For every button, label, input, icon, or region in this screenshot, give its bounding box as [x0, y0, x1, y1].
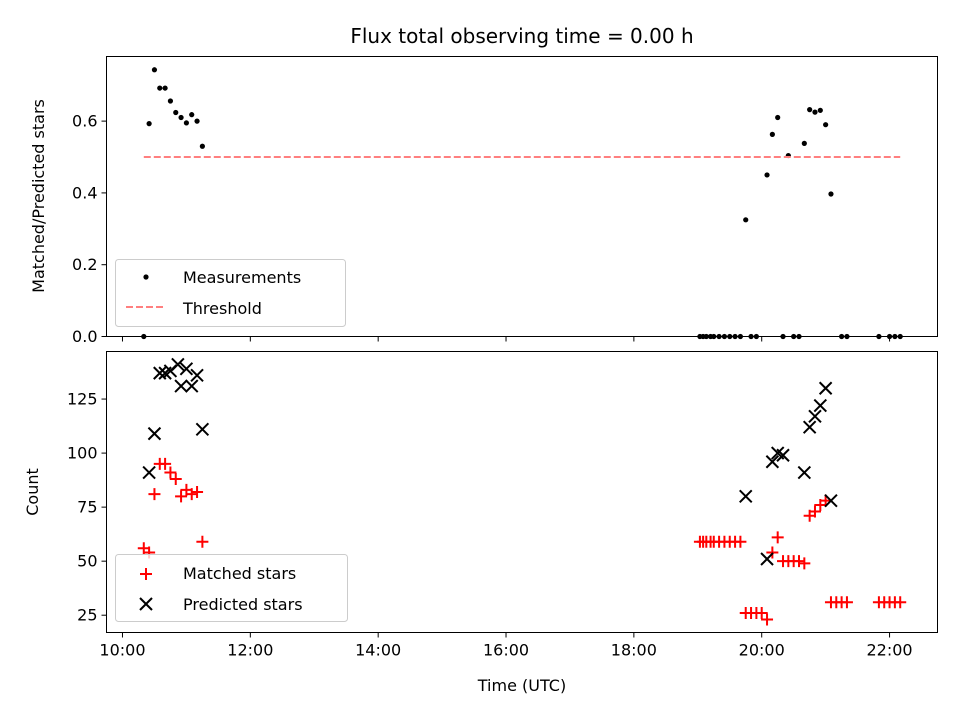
legend-marker-matched-stars: [140, 568, 152, 580]
measurements-point-22: [743, 217, 749, 223]
y-tick-label-2: 0.4: [72, 183, 97, 202]
legend-marker-measurements: [143, 274, 149, 280]
measurements-point-4: [162, 85, 168, 91]
x-tick-label-0: 10:00: [99, 641, 145, 660]
matched-stars-point-21: [734, 535, 747, 548]
matched-stars-point-35: [808, 505, 821, 518]
measurements-point-3: [157, 85, 163, 91]
measurements-point-2: [151, 67, 158, 73]
predicted-stars-point-13: [765, 455, 780, 469]
measurements-point-34: [812, 109, 818, 115]
ratio-panel-y-ticks: 0.0 0.2 0.4 0.6: [72, 112, 107, 346]
measurements-point-37: [828, 191, 834, 197]
measurements-point-35: [817, 107, 823, 113]
measurements-point-26: [769, 131, 775, 137]
measurements-point-7: [178, 114, 184, 121]
matched-stars-point-5: [164, 466, 177, 479]
predicted-stars-point-21: [824, 493, 838, 508]
predicted-stars-point-7: [179, 362, 194, 376]
count-panel-x-ticks: 10:00 12:00 14:00 16:00 18:00 20:00 22:00: [99, 632, 913, 660]
legend-label-predicted-stars: Predicted stars: [183, 595, 303, 614]
measurements-point-5: [167, 98, 174, 104]
predicted-stars-point-6: [174, 379, 188, 393]
matched-stars-point-11: [196, 535, 209, 548]
count-panel-frame: [106, 351, 938, 633]
y-tick-label-4: 125: [67, 390, 98, 409]
x-tick-label-2: 14:00: [355, 641, 401, 660]
matched-stars-point-41: [840, 596, 853, 609]
matched-stars-point-9: [185, 488, 198, 501]
predicted-stars-point-9: [190, 368, 204, 382]
measurements-point-10: [194, 118, 200, 124]
matched-stars-point-6: [169, 473, 182, 486]
measurements-point-25: [764, 172, 770, 178]
y-tick-label-2: 75: [77, 498, 97, 517]
measurements-point-6: [173, 109, 179, 116]
ratio-panel-y-label: Matched/Predicted stars: [29, 99, 48, 293]
predicted-stars-point-19: [813, 398, 828, 413]
x-tick-label-4: 18:00: [611, 641, 657, 660]
legend-label-threshold: Threshold: [182, 299, 262, 318]
legend-box: [115, 259, 346, 327]
x-tick-label-6: 22:00: [867, 641, 913, 660]
matched-stars-point-26: [761, 613, 774, 626]
matched-stars-point-4: [159, 457, 172, 470]
y-tick-label-1: 50: [77, 552, 97, 571]
measurements-point-33: [807, 107, 813, 113]
chart-title: Flux total observing time = 0.00 h: [350, 24, 693, 48]
count-panel-legend: Matched stars Predicted stars: [115, 554, 348, 622]
legend-box: [115, 554, 348, 622]
matched-stars-point-28: [771, 531, 784, 544]
measurements-point-9: [189, 112, 195, 118]
predicted-stars-point-12: [760, 552, 774, 566]
ratio-panel: 0.0 0.2 0.4 0.6 Matched/Predicted stars Mea…: [29, 56, 938, 346]
measurements-point-32: [801, 140, 807, 146]
matched-stars-point-46: [894, 596, 907, 609]
x-tick-label-3: 16:00: [483, 641, 529, 660]
measurements-point-8: [183, 120, 190, 126]
predicted-stars-point-0: [142, 465, 156, 480]
ratio-panel-marks: [141, 67, 903, 340]
y-tick-label-1: 0.2: [72, 255, 97, 274]
measurements-point-36: [823, 122, 829, 128]
predicted-stars-point-16: [797, 465, 812, 480]
predicted-stars-point-8: [185, 379, 199, 393]
matched-stars-point-33: [798, 557, 811, 570]
count-panel: 25 50 75 100 125 10:00 12:00 14:00 16:00 18:00 20…: [23, 351, 938, 660]
predicted-stars-point-15: [776, 448, 790, 462]
predicted-stars-point-18: [808, 409, 822, 424]
measurements-point-1: [146, 121, 152, 127]
y-tick-label-0: 0.0: [72, 327, 97, 346]
predicted-stars-point-20: [818, 381, 833, 395]
matched-stars-point-2: [148, 488, 161, 501]
measurements-point-11: [199, 143, 205, 149]
count-panel-y-ticks: 25 50 75 100 125: [67, 390, 107, 625]
matched-stars-point-32: [793, 555, 805, 568]
x-tick-label-1: 12:00: [227, 641, 273, 660]
x-tick-label-5: 20:00: [739, 641, 785, 660]
ratio-panel-x-ticks: [121, 336, 891, 342]
matched-stars-point-25: [755, 607, 768, 620]
count-panel-marks: [137, 357, 907, 626]
y-tick-label-3: 0.6: [72, 112, 97, 131]
legend-label-measurements: Measurements: [183, 268, 301, 287]
x-axis-label: Time (UTC): [477, 676, 566, 695]
predicted-stars-point-5: [171, 357, 185, 372]
legend-label-matched-stars: Matched stars: [183, 564, 296, 583]
matched-stars-point-10: [191, 486, 204, 498]
predicted-stars-point-11: [739, 489, 753, 504]
y-tick-label-0: 25: [77, 606, 97, 625]
predicted-stars-point-1: [147, 426, 162, 441]
predicted-stars-point-10: [195, 422, 210, 437]
matched-stars-point-7: [175, 490, 188, 503]
predicted-stars-point-2: [153, 366, 167, 380]
count-panel-y-label: Count: [23, 468, 42, 516]
legend-marker-predicted-stars: [139, 597, 153, 611]
ratio-panel-legend: Measurements Threshold: [115, 259, 346, 327]
measurements-point-27: [775, 114, 781, 121]
ratio-panel-frame: [106, 56, 938, 337]
y-tick-label-3: 100: [67, 444, 98, 463]
predicted-stars-point-17: [802, 420, 817, 434]
